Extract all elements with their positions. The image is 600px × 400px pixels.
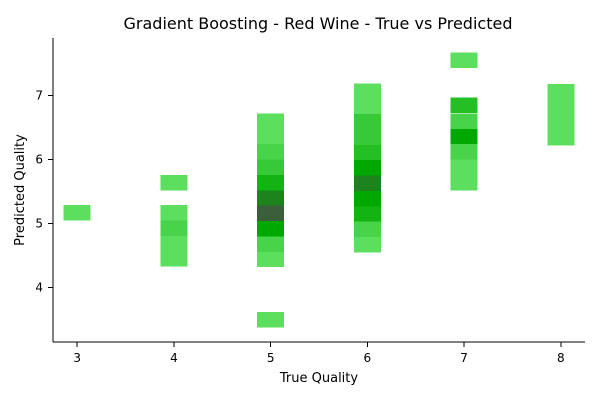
heatmap-cell-28 [353, 237, 381, 253]
heatmap-cell-24 [353, 175, 381, 191]
y-tick-label-1: 4 [35, 281, 43, 295]
heatmap-cell-1 [63, 205, 91, 221]
heatmap-cell-13 [257, 205, 285, 222]
heatmap-cell-32 [450, 128, 478, 145]
heatmap-cell-27 [353, 221, 381, 238]
heatmap-cell-19 [353, 98, 381, 115]
heatmap-cell-3 [160, 205, 188, 221]
x-tick-label-3: 5 [267, 351, 275, 365]
x-tick-label-5: 7 [460, 351, 468, 365]
y-axis-ticks: 4 5 6 7 [35, 89, 53, 295]
x-tick-label-2: 4 [170, 351, 178, 365]
heatmap-cell-36 [547, 84, 575, 100]
x-tick-label-6: 8 [557, 351, 565, 365]
x-axis-label: True Quality [279, 371, 359, 386]
heatmap-cell-21 [353, 129, 381, 145]
x-axis-ticks: 3 4 5 6 7 8 [73, 342, 565, 365]
heatmap-cell-31 [450, 113, 478, 129]
y-tick-label-2: 5 [35, 217, 43, 231]
y-tick-label-4: 7 [35, 89, 43, 103]
y-axis-label: Predicted Quality [13, 134, 28, 246]
heatmap-cell-30 [450, 97, 478, 113]
heatmap-cell-14 [257, 221, 285, 237]
heatmap-cell-6 [160, 251, 188, 267]
heatmap-cell-33 [450, 144, 478, 160]
heatmap-cell-26 [353, 206, 381, 222]
heatmap-cell-10 [257, 159, 285, 175]
heatmap-cell-23 [353, 160, 381, 176]
y-tick-label-3: 6 [35, 153, 43, 167]
chart-axes [52, 38, 585, 343]
heatmap-cell-25 [353, 190, 381, 207]
heatmap-cell-9 [257, 144, 285, 160]
heatmap-cell-34 [450, 159, 478, 175]
heatmap-cell-4 [160, 220, 188, 236]
heatmap-cell-16 [257, 251, 285, 268]
heatmap-cell-5 [160, 235, 188, 252]
heatmap-cells [63, 52, 575, 328]
heatmap-cell-22 [353, 144, 381, 161]
heatmap-cell-39 [547, 130, 575, 146]
heatmap-cell-2 [160, 174, 188, 191]
heatmap-cell-35 [450, 174, 478, 191]
chart-title: Gradient Boosting - Red Wine - True vs P… [124, 14, 513, 33]
heatmap-cell-17 [257, 311, 285, 328]
heatmap-cell-20 [353, 114, 381, 130]
x-tick-label-1: 3 [73, 351, 81, 365]
heatmap-cell-12 [257, 190, 285, 206]
heatmap-cell-8 [257, 128, 285, 145]
heatmap-cell-7 [257, 113, 285, 129]
heatmap-cell-18 [353, 83, 381, 99]
heatmap-cell-38 [547, 114, 575, 131]
heatmap-cell-11 [257, 174, 285, 191]
heatmap-cell-15 [257, 236, 285, 252]
x-tick-label-4: 6 [364, 351, 372, 365]
heatmap-cell-29 [450, 52, 478, 69]
heatmap-cell-37 [547, 99, 575, 115]
